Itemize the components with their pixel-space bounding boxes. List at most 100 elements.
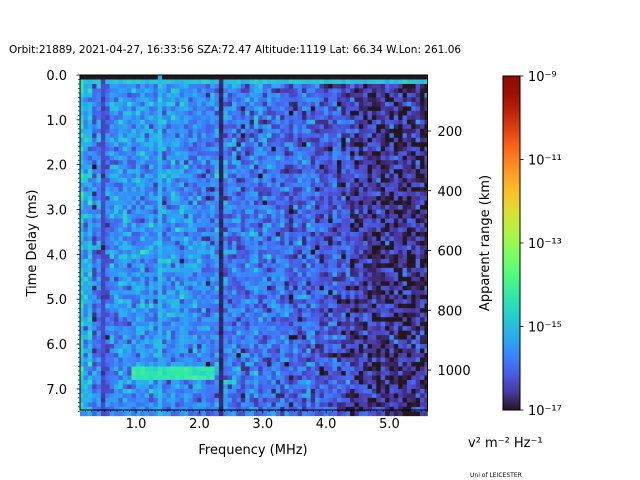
heatmap-cell [297, 294, 303, 300]
heatmap-cell [100, 339, 106, 345]
heatmap-cell [240, 245, 246, 251]
heatmap-cell [315, 379, 320, 385]
heatmap-cell [105, 173, 110, 179]
heatmap-cell [114, 245, 119, 251]
heatmap-cell [319, 142, 325, 148]
heatmap-cell [153, 366, 159, 372]
heatmap-cell [188, 146, 194, 152]
heatmap-cell [218, 348, 224, 354]
heatmap-cell [148, 290, 154, 296]
heatmap-cell [288, 267, 294, 273]
heatmap-cell [83, 397, 89, 403]
heatmap-cell [170, 110, 176, 116]
heatmap-cell [267, 160, 272, 165]
heatmap-cell [288, 294, 294, 300]
heatmap-cell [218, 191, 224, 197]
heatmap-cell [127, 240, 132, 246]
heatmap-cell [288, 128, 294, 134]
heatmap-cell [310, 137, 316, 143]
heatmap-cell [319, 357, 325, 363]
heatmap-cell [280, 362, 285, 367]
heatmap-cell [162, 344, 167, 349]
heatmap-cell [87, 178, 93, 183]
heatmap-cell [118, 375, 124, 381]
heatmap-cell [223, 362, 228, 367]
heatmap-cell [306, 115, 312, 121]
heatmap-cell [319, 362, 325, 367]
heatmap-cell [205, 249, 211, 255]
heatmap-cell [205, 169, 211, 174]
heatmap-cell [297, 236, 303, 242]
heatmap-cell [214, 312, 220, 318]
heatmap-cell [275, 330, 281, 336]
heatmap-cell [354, 240, 360, 246]
heatmap-cell [275, 88, 281, 94]
heatmap-cell [153, 128, 159, 134]
heatmap-cell [315, 142, 320, 148]
heatmap-cell [114, 88, 119, 94]
heatmap-cell [183, 124, 189, 130]
heatmap-cell [315, 344, 320, 349]
heatmap-cell [240, 321, 246, 327]
heatmap-cell [249, 312, 255, 318]
heatmap-cell [271, 366, 277, 372]
heatmap-cell [131, 187, 137, 192]
heatmap-cell [197, 330, 202, 336]
heatmap-cell [345, 83, 351, 89]
heatmap-cell [162, 357, 167, 363]
heatmap-cell [192, 182, 198, 188]
heatmap-cell [197, 303, 202, 309]
heatmap-cell [345, 222, 351, 228]
heatmap-cell [310, 370, 316, 376]
heatmap-cell [122, 124, 128, 130]
heatmap-cell [284, 173, 290, 179]
heatmap-cell [306, 317, 312, 322]
heatmap-cell [83, 110, 89, 116]
heatmap-cell [205, 191, 211, 197]
heatmap-cell [140, 205, 145, 210]
heatmap-cell [109, 79, 115, 85]
heatmap-cell [332, 110, 338, 116]
heatmap-cell [245, 97, 250, 103]
heatmap-cell [122, 294, 128, 300]
heatmap-cell [240, 83, 246, 89]
heatmap-cell [140, 88, 145, 94]
heatmap-cell [83, 272, 89, 278]
heatmap-cell [350, 205, 355, 210]
heatmap-cell [114, 362, 119, 367]
heatmap-cell [345, 200, 351, 206]
heatmap-cell [354, 155, 360, 161]
heatmap-cell [157, 330, 163, 336]
heatmap-cell [166, 357, 172, 363]
heatmap-cell [332, 245, 338, 251]
heatmap-cell [192, 312, 198, 318]
heatmap-cell [315, 245, 320, 251]
heatmap-cell [345, 133, 351, 139]
heatmap-cell [127, 169, 132, 174]
heatmap-cell [293, 119, 298, 125]
heatmap-cell [166, 370, 172, 376]
heatmap-cell [214, 191, 220, 197]
heatmap-cell [201, 128, 207, 134]
heatmap-cell [310, 308, 316, 313]
heatmap-cell [249, 196, 255, 201]
heatmap-cell [288, 79, 294, 85]
heatmap-cell [175, 375, 180, 381]
heatmap-cell [262, 388, 268, 394]
heatmap-cell [109, 231, 115, 237]
heatmap-cell [341, 249, 347, 255]
heatmap-cell [100, 236, 106, 242]
heatmap-cell [197, 137, 202, 143]
heatmap-cell [166, 393, 172, 399]
heatmap-cell [258, 397, 263, 403]
heatmap-cell [210, 240, 215, 246]
heatmap-cell [192, 110, 198, 116]
heatmap-cell [144, 326, 150, 331]
heatmap-cell [354, 411, 360, 417]
heatmap-cell [105, 344, 110, 349]
heatmap-cell [122, 348, 128, 354]
heatmap-cell [188, 344, 194, 349]
heatmap-cell [109, 142, 115, 148]
heatmap-cell [157, 245, 163, 251]
heatmap-cell [100, 88, 106, 94]
